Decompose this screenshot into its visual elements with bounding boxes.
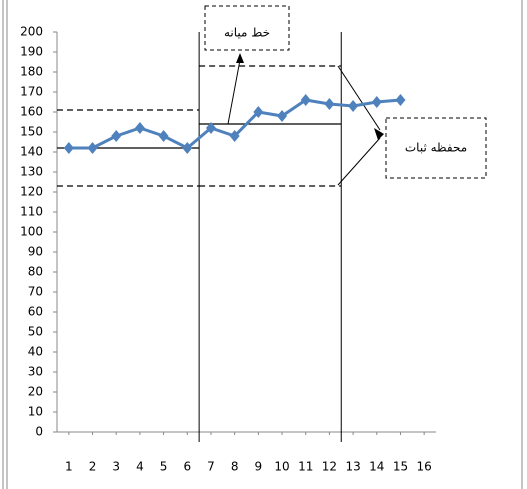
y-tick-label: 180	[20, 65, 43, 79]
y-tick-label: 200	[20, 25, 43, 39]
x-tick-label: 6	[183, 460, 191, 474]
x-tick-label: 16	[417, 460, 432, 474]
point-marker	[371, 96, 382, 108]
y-tick-label: 140	[20, 145, 43, 159]
annotation-arrow	[337, 65, 381, 131]
x-tick-label: 2	[89, 460, 97, 474]
point-marker	[300, 94, 311, 106]
y-tick-label: 60	[28, 305, 43, 319]
y-tick-label: 40	[28, 345, 43, 359]
annotation-box	[385, 117, 487, 179]
x-tick-label: 13	[345, 460, 360, 474]
y-tick-label: 150	[20, 125, 43, 139]
annotation-arrow	[337, 137, 381, 186]
x-tick-label: 8	[231, 460, 239, 474]
annotation-box	[204, 5, 290, 51]
y-tick-label: 0	[35, 425, 43, 439]
y-tick-label: 120	[20, 185, 43, 199]
point-marker	[158, 130, 169, 142]
x-tick-label: 5	[160, 460, 168, 474]
point-marker	[134, 122, 145, 134]
y-tick-label: 100	[20, 225, 43, 239]
point-marker	[111, 130, 122, 142]
y-tick-label: 20	[28, 385, 43, 399]
point-marker	[205, 122, 216, 134]
y-tick-label: 50	[28, 325, 43, 339]
annotation: محفظه ثبات	[405, 141, 467, 155]
point-marker	[395, 94, 406, 106]
x-tick-label: 9	[255, 460, 263, 474]
y-tick-label: 30	[28, 365, 43, 379]
y-tick-label: 160	[20, 105, 43, 119]
y-tick-label: 10	[28, 405, 43, 419]
y-tick-label: 130	[20, 165, 43, 179]
x-tick-label: 1	[65, 460, 73, 474]
y-tick-label: 90	[28, 245, 43, 259]
annotation: خط میانه	[224, 26, 270, 40]
x-tick-label: 11	[298, 460, 313, 474]
x-tick-label: 10	[274, 460, 289, 474]
x-tick-label: 7	[207, 460, 215, 474]
point-marker	[277, 110, 288, 122]
x-tick-label: 12	[322, 460, 337, 474]
y-tick-label: 70	[28, 285, 43, 299]
point-marker	[324, 98, 335, 110]
annotation-arrow	[227, 59, 241, 125]
point-marker	[348, 100, 359, 112]
arrow-head	[374, 128, 384, 140]
point-marker	[253, 106, 264, 118]
arrow-head	[236, 53, 244, 63]
point-marker	[229, 130, 240, 142]
x-tick-label: 3	[112, 460, 120, 474]
point-marker	[63, 142, 74, 154]
x-tick-label: 15	[393, 460, 408, 474]
point-marker	[87, 142, 98, 154]
point-marker	[182, 142, 193, 154]
y-tick-label: 170	[20, 85, 43, 99]
x-tick-label: 4	[136, 460, 144, 474]
x-tick-label: 14	[369, 460, 384, 474]
y-tick-label: 110	[20, 205, 43, 219]
y-tick-label: 190	[20, 45, 43, 59]
y-tick-label: 80	[28, 265, 43, 279]
